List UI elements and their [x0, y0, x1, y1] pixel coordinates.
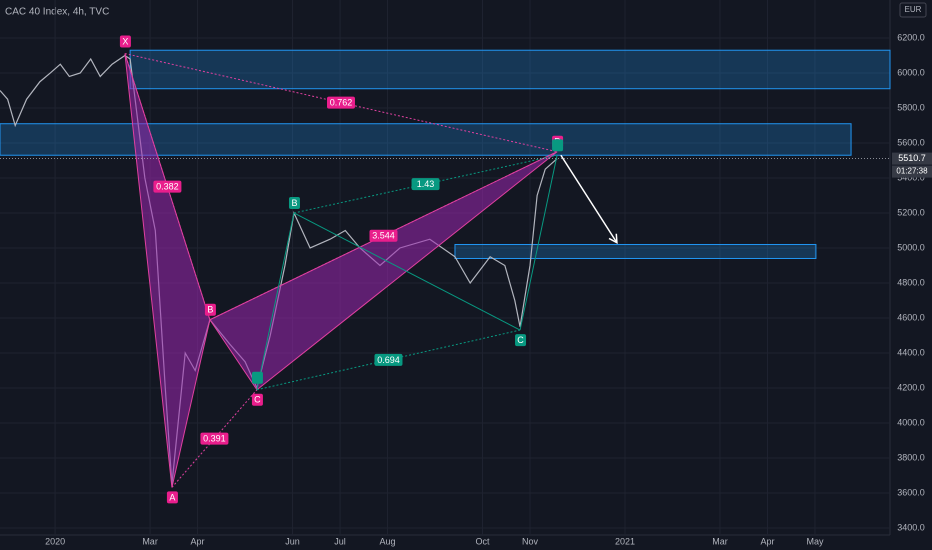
chart-title: CAC 40 Index, 4h, TVC — [5, 7, 109, 18]
pattern-point-label: A — [169, 492, 175, 502]
x-tick-label: Apr — [191, 536, 205, 546]
ratio-label: 0.762 — [330, 98, 353, 108]
pattern-point — [119, 35, 131, 48]
y-tick-label: 4400.0 — [897, 347, 925, 357]
x-tick-label: Mar — [712, 536, 728, 546]
y-tick-label: 3400.0 — [897, 522, 925, 532]
pattern-leg — [293, 154, 558, 214]
zone — [454, 243, 817, 259]
ratio-label: 0.391 — [203, 433, 226, 443]
pattern-point — [166, 491, 178, 504]
x-tick-label: Mar — [142, 536, 158, 546]
last-price-tag — [892, 152, 932, 165]
pattern-point — [288, 196, 300, 209]
y-tick-label: 6000.0 — [897, 67, 925, 77]
pattern-point — [204, 303, 216, 316]
pattern-leg — [124, 53, 211, 320]
pattern-point-label: X — [122, 36, 128, 46]
pattern-point — [251, 393, 263, 406]
ratio-box — [153, 180, 182, 193]
x-tick-label: 2020 — [45, 536, 65, 546]
y-tick-label: 5200.0 — [897, 207, 925, 217]
x-tick-label: 2021 — [615, 536, 635, 546]
zone — [129, 49, 891, 90]
y-tick-label: 4000.0 — [897, 417, 925, 427]
x-tick-label: Oct — [476, 536, 491, 546]
y-tick-label: 4600.0 — [897, 312, 925, 322]
countdown-tag — [892, 165, 932, 178]
zone — [0, 123, 852, 156]
ratio-box — [326, 96, 355, 109]
y-tick-label: 3600.0 — [897, 487, 925, 497]
pattern-point-label: C — [517, 335, 524, 345]
ratio-box — [200, 432, 229, 445]
y-tick-label: 5000.0 — [897, 242, 925, 252]
y-tick-label: 4800.0 — [897, 277, 925, 287]
pattern-point-label: B — [207, 305, 213, 315]
projection-arrow — [560, 154, 618, 244]
currency-box — [899, 2, 927, 18]
pattern-point — [251, 371, 263, 384]
ratio-label: 3.544 — [372, 231, 395, 241]
currency: EUR — [905, 5, 922, 14]
ratio-label: 1.43 — [417, 179, 435, 189]
ratio-box — [374, 353, 403, 366]
ratio-label: 0.382 — [156, 182, 179, 192]
arrow-head — [608, 233, 618, 245]
x-tick-label: Nov — [522, 536, 539, 546]
pattern-leg — [293, 212, 521, 331]
y-tick-label: 5600.0 — [897, 137, 925, 147]
last-price-label: 5510.7 — [898, 153, 926, 163]
ratio-label: 0.694 — [377, 355, 400, 365]
x-tick-label: Apr — [760, 536, 774, 546]
pattern-point — [515, 334, 527, 347]
pattern-leg — [256, 212, 295, 390]
pattern-point-label: C — [254, 395, 261, 405]
x-tick-label: Jun — [285, 536, 300, 546]
y-tick-label: 3800.0 — [897, 452, 925, 462]
ratio-box — [411, 178, 440, 191]
ratio-box — [369, 229, 398, 242]
x-tick-label: May — [806, 536, 824, 546]
x-tick-label: Jul — [334, 536, 346, 546]
y-tick-label: 4200.0 — [897, 382, 925, 392]
pattern-leg — [256, 329, 521, 391]
pattern-point — [552, 139, 564, 152]
x-tick-label: Aug — [380, 536, 396, 546]
y-tick-label: 5800.0 — [897, 102, 925, 112]
pattern-leg — [519, 155, 558, 331]
countdown-label: 01:27:38 — [896, 167, 928, 176]
y-tick-label: 6200.0 — [897, 32, 925, 42]
pattern-point-label: B — [291, 198, 297, 208]
